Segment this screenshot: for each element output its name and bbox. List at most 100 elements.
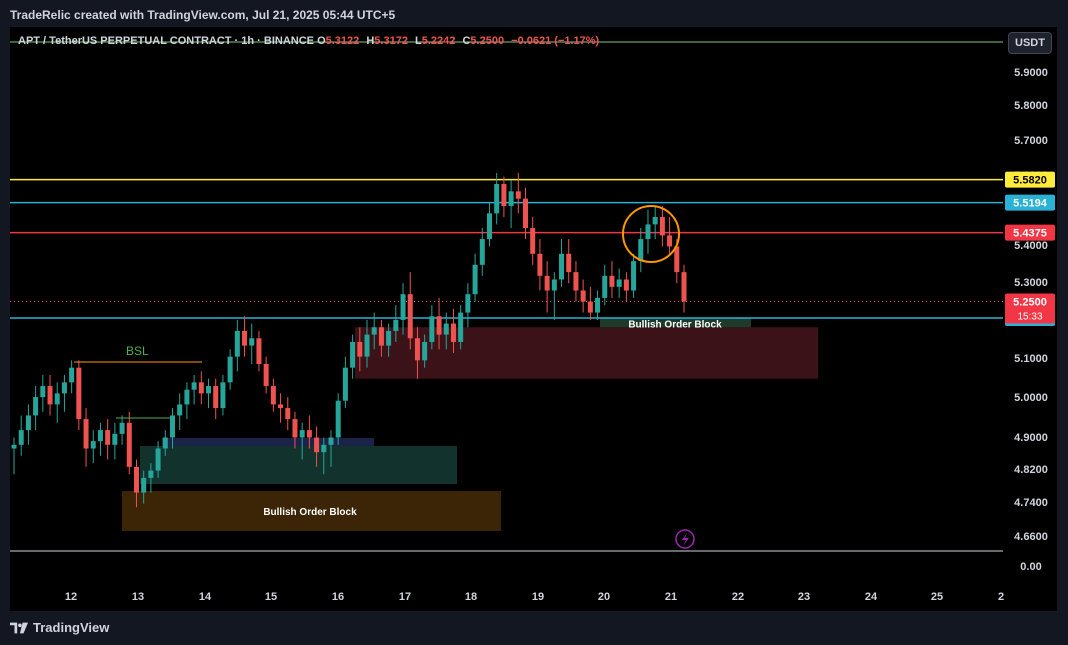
- candle: [263, 356, 269, 394]
- candle: [609, 261, 615, 298]
- candle-body: [371, 327, 377, 335]
- candle: [486, 202, 492, 247]
- x-tick-label: 23: [798, 591, 810, 603]
- y-axis: 5.90005.80005.70005.60005.40005.30005.10…: [1014, 67, 1048, 573]
- candle-body: [530, 228, 536, 254]
- candle-body: [155, 448, 161, 471]
- candle-body: [659, 217, 665, 236]
- candle: [544, 261, 550, 313]
- tradingview-mark-icon: [10, 622, 28, 633]
- candle-body: [83, 419, 89, 449]
- lightning-icon[interactable]: [675, 529, 695, 549]
- candle: [472, 253, 478, 302]
- candle: [645, 209, 651, 254]
- candle-body: [357, 341, 363, 357]
- candle-body: [76, 367, 82, 420]
- candle: [530, 217, 536, 265]
- candle: [105, 419, 111, 460]
- candle-body: [213, 386, 219, 409]
- candle-body: [436, 316, 442, 335]
- candle: [378, 319, 384, 357]
- candle-body: [105, 430, 111, 445]
- bsl-label: BSL: [126, 344, 149, 358]
- candle: [407, 272, 413, 350]
- candle-body: [335, 400, 341, 438]
- candle-body: [97, 430, 103, 442]
- candle-body: [256, 338, 262, 364]
- candle: [97, 422, 103, 456]
- tradingview-logo[interactable]: TradingView: [10, 620, 109, 635]
- x-tick-label: 19: [532, 591, 544, 603]
- candle-body: [47, 386, 53, 405]
- order-block-upper-label: Bullish Order Block: [628, 320, 722, 331]
- candle: [386, 323, 392, 357]
- candle-body: [443, 323, 449, 335]
- candle-body: [234, 330, 240, 357]
- candle-body: [227, 356, 233, 383]
- candle: [61, 375, 67, 412]
- candle: [458, 305, 464, 350]
- candle-body: [386, 330, 392, 346]
- candle-body: [169, 415, 175, 438]
- candle: [595, 290, 601, 320]
- candle-body: [681, 272, 687, 302]
- candle: [285, 397, 291, 431]
- candle: [335, 393, 341, 445]
- candle-body: [400, 294, 406, 320]
- candle-body: [566, 253, 572, 273]
- price-level-tag: 5.5820: [1013, 175, 1047, 187]
- candle-body: [551, 279, 557, 291]
- candle: [580, 279, 586, 313]
- y-tick-label: 5.1000: [1014, 353, 1048, 365]
- candle: [559, 239, 565, 287]
- x-tick-label: 21: [665, 591, 677, 603]
- countdown-tag: 15:33: [1017, 312, 1042, 323]
- candle-body: [278, 404, 284, 409]
- low-label: L: [415, 35, 422, 47]
- candle-body: [458, 312, 464, 342]
- candle-body: [342, 367, 348, 401]
- x-tick-label: 18: [465, 591, 477, 603]
- candle-body: [177, 404, 183, 416]
- candle: [659, 206, 665, 247]
- candle-body: [450, 323, 456, 342]
- candle: [206, 378, 212, 409]
- candle-body: [638, 239, 644, 262]
- currency-selector[interactable]: USDT: [1008, 32, 1052, 54]
- change-value: −0.0621 (−1.17%): [511, 35, 600, 47]
- x-tick-label: 15: [265, 591, 277, 603]
- candle-body: [133, 466, 139, 493]
- x-tick-label: 2: [998, 591, 1004, 603]
- candle-body: [486, 213, 492, 240]
- candle-body: [407, 294, 413, 339]
- x-tick-label: 17: [399, 591, 411, 603]
- candle-body: [364, 334, 370, 357]
- top-bar: TradeRelic created with TradingView.com,…: [0, 0, 1068, 27]
- candle-body: [18, 430, 24, 445]
- candle: [566, 239, 572, 284]
- candle-body: [544, 275, 550, 291]
- candle-body: [537, 253, 543, 276]
- candle: [119, 415, 125, 445]
- symbol-title[interactable]: APT / TetherUS PERPETUAL CONTRACT · 1h ·…: [18, 35, 314, 47]
- candle: [148, 463, 154, 493]
- candle-body: [263, 363, 269, 387]
- candle: [256, 330, 262, 372]
- candle-body: [587, 301, 593, 313]
- candle-body: [162, 437, 168, 449]
- candle: [429, 305, 435, 350]
- candle: [292, 411, 298, 449]
- candle: [220, 375, 226, 416]
- candle: [47, 375, 53, 416]
- candle-body: [285, 408, 291, 420]
- candle: [638, 228, 644, 273]
- price-level-tag: 5.5194: [1013, 198, 1048, 210]
- candle-body: [479, 239, 485, 265]
- candle-body: [69, 367, 75, 383]
- candle-body: [299, 430, 305, 438]
- low-value: 5.2242: [421, 35, 456, 47]
- y-tick-label: 4.9000: [1014, 432, 1048, 444]
- candle: [133, 459, 139, 508]
- candle: [54, 382, 60, 423]
